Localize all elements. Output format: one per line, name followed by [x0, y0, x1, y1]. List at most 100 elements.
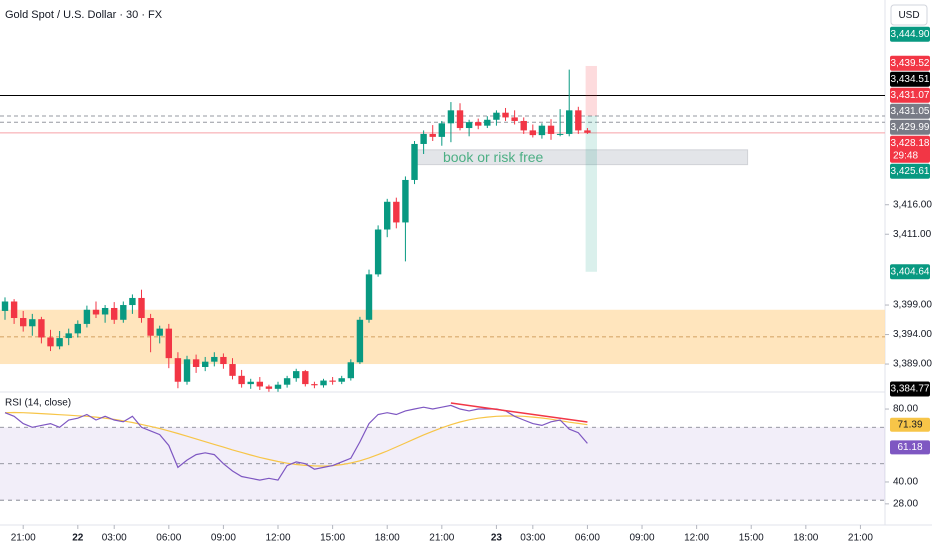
candle-body — [384, 201, 391, 230]
x-tick-label: 06:00 — [156, 533, 181, 544]
candle-body — [147, 318, 154, 336]
candle-body — [101, 307, 109, 315]
x-tick-label: 12:00 — [265, 533, 290, 544]
y-tick-label: 3,394.00 — [893, 329, 932, 340]
candle-body — [575, 110, 582, 131]
candle-body — [302, 371, 309, 385]
x-tick-label: 15:00 — [739, 533, 764, 544]
candle-body — [529, 130, 537, 136]
position-stop — [585, 65, 597, 116]
x-tick-label: 15:00 — [320, 533, 345, 544]
candle-body — [411, 143, 418, 180]
candle-body — [547, 125, 555, 134]
price-label: 3,404.64 — [891, 266, 930, 277]
candle-body — [120, 305, 127, 320]
candle-body — [138, 297, 145, 319]
candle-body — [38, 319, 45, 338]
candle-body — [29, 319, 36, 327]
currency-box[interactable] — [890, 4, 928, 26]
price-label-box — [890, 26, 930, 42]
x-tick-label: 23 — [491, 533, 503, 544]
candle-body — [129, 297, 136, 306]
candle-body — [484, 119, 491, 126]
price-label: 3,434.51 — [891, 74, 930, 85]
candle-body — [56, 338, 63, 347]
candle-body — [402, 179, 409, 223]
price-label: 3,439.52 — [891, 58, 930, 69]
candle-body — [374, 229, 382, 275]
candle-body — [347, 362, 355, 379]
x-tick-label: 21:00 — [848, 533, 873, 544]
price-label-box — [890, 135, 930, 163]
rsi-y-tick-label: 28.00 — [893, 498, 918, 509]
candle-body — [584, 130, 591, 133]
x-tick-label: 22 — [72, 533, 84, 544]
x-tick-label: 06:00 — [575, 533, 600, 544]
position-target — [585, 115, 597, 272]
candle-body — [420, 133, 427, 144]
chart-title: Gold Spot / U.S. Dollar · 30 · FX — [5, 9, 163, 21]
x-tick-label: 09:00 — [630, 533, 655, 544]
candle-body — [475, 122, 482, 126]
price-label-box — [890, 103, 930, 119]
candle-body — [65, 333, 72, 339]
candle-body — [393, 201, 400, 223]
price-label: 3,428.18 — [891, 138, 930, 149]
candle-body — [465, 122, 473, 129]
rsi-title: RSI (14, close) — [5, 398, 71, 409]
y-tick-label: 3,411.00 — [893, 229, 932, 240]
price-label-box — [890, 71, 930, 87]
candle-body — [265, 386, 273, 389]
rsi-y-tick-label: 80.00 — [893, 404, 918, 415]
rsi-value-label: 71.39 — [897, 419, 922, 430]
y-tick-label: 3,399.00 — [893, 300, 932, 311]
price-label: 3,384.77 — [891, 384, 930, 395]
x-tick-label: 18:00 — [375, 533, 400, 544]
candle-body — [238, 375, 245, 385]
price-label-box — [890, 264, 930, 280]
candle-body — [247, 381, 254, 385]
candle-body — [47, 337, 54, 347]
candle-body — [338, 378, 345, 382]
countdown: 29:48 — [893, 150, 918, 161]
candle-body — [456, 110, 464, 129]
price-label-box — [890, 381, 930, 397]
candle-body — [438, 123, 446, 137]
x-tick-label: 21:00 — [11, 533, 36, 544]
price-label: 3,444.90 — [891, 29, 930, 40]
price-label: 3,429.99 — [891, 122, 930, 133]
price-label-box — [890, 119, 930, 135]
candle-body — [556, 133, 564, 135]
candle-body — [283, 378, 291, 385]
x-tick-label: 03:00 — [102, 533, 127, 544]
candle-body — [202, 361, 209, 367]
rsi-value-label: 61.18 — [897, 442, 922, 453]
candle-body — [183, 359, 191, 382]
candle-body — [493, 112, 500, 120]
candle-body — [566, 110, 573, 134]
candle-body — [111, 307, 118, 320]
candle-body — [520, 120, 527, 131]
candle-body — [192, 359, 200, 367]
candle-body — [365, 274, 373, 320]
price-label: 3,431.07 — [891, 90, 930, 101]
note-text: book or risk free — [443, 149, 544, 165]
rsi-value-box — [890, 417, 930, 432]
candle-body — [74, 323, 82, 334]
rsi-value-box — [890, 440, 930, 455]
candle-body — [356, 319, 364, 363]
candle-body — [211, 356, 218, 362]
price-label: 3,425.61 — [891, 166, 930, 177]
candle-body — [256, 381, 264, 387]
divergence-line — [450, 402, 588, 423]
candle-body — [83, 309, 91, 324]
candle-body — [274, 384, 282, 389]
price-label: 3,431.05 — [891, 106, 930, 117]
candle-body — [538, 125, 546, 136]
y-tick-label: 3,389.00 — [893, 359, 932, 370]
candle-body — [429, 133, 436, 137]
price-label-box — [890, 163, 930, 179]
candle-body — [10, 301, 18, 319]
